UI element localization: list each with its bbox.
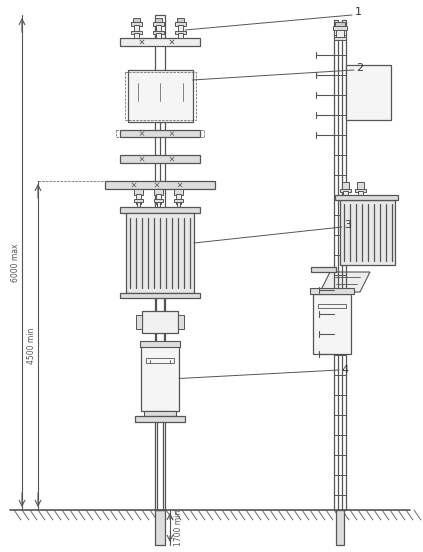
Bar bbox=[175, 31, 186, 34]
Bar bbox=[120, 155, 200, 163]
Bar bbox=[134, 33, 139, 38]
Text: 1: 1 bbox=[354, 7, 362, 17]
Bar bbox=[155, 510, 165, 545]
Bar bbox=[134, 25, 139, 32]
Bar bbox=[342, 20, 346, 510]
Bar bbox=[335, 22, 345, 27]
Text: 4500 min: 4500 min bbox=[27, 327, 36, 364]
Bar bbox=[155, 15, 165, 510]
Bar bbox=[124, 72, 195, 120]
Bar bbox=[142, 311, 178, 333]
Bar bbox=[120, 38, 200, 46]
Bar bbox=[358, 191, 363, 200]
Text: 4: 4 bbox=[341, 365, 349, 375]
Bar bbox=[144, 411, 176, 416]
Bar bbox=[177, 18, 184, 23]
Bar bbox=[131, 22, 142, 26]
Bar bbox=[136, 315, 142, 329]
Text: 2: 2 bbox=[357, 63, 363, 73]
Bar bbox=[334, 37, 346, 40]
Bar bbox=[154, 199, 163, 202]
Text: 3: 3 bbox=[344, 220, 352, 230]
Bar bbox=[120, 207, 200, 213]
Bar bbox=[335, 195, 398, 200]
Bar bbox=[342, 182, 349, 190]
Bar bbox=[127, 70, 192, 122]
Bar bbox=[126, 213, 194, 293]
Bar bbox=[176, 194, 181, 204]
Bar bbox=[340, 200, 395, 265]
Bar bbox=[120, 130, 200, 137]
Text: 6000 max: 6000 max bbox=[11, 243, 19, 282]
Bar bbox=[156, 25, 161, 32]
Text: 1700 min: 1700 min bbox=[173, 509, 182, 545]
Bar bbox=[340, 189, 351, 192]
Bar bbox=[137, 202, 140, 207]
Bar bbox=[154, 189, 163, 195]
Bar bbox=[141, 346, 179, 411]
Bar bbox=[135, 416, 185, 422]
Bar bbox=[155, 18, 162, 23]
Bar bbox=[134, 199, 143, 202]
Bar bbox=[140, 341, 180, 347]
Bar bbox=[156, 194, 161, 204]
Bar bbox=[343, 191, 348, 200]
Bar bbox=[178, 33, 183, 38]
Bar bbox=[174, 189, 183, 195]
Bar bbox=[346, 65, 391, 120]
Bar bbox=[131, 31, 142, 34]
Bar bbox=[153, 22, 164, 26]
Bar bbox=[175, 22, 186, 26]
Bar bbox=[174, 199, 183, 202]
Bar bbox=[336, 510, 344, 545]
Bar bbox=[177, 202, 180, 207]
Bar bbox=[311, 267, 336, 272]
Bar bbox=[133, 18, 140, 23]
Bar bbox=[355, 189, 366, 192]
Bar bbox=[313, 294, 351, 354]
Bar bbox=[357, 182, 364, 190]
Bar bbox=[178, 315, 184, 329]
Bar bbox=[156, 33, 161, 38]
Bar bbox=[146, 358, 174, 363]
Bar bbox=[336, 30, 344, 38]
Bar bbox=[120, 293, 200, 298]
Bar bbox=[318, 304, 346, 308]
Bar bbox=[178, 25, 183, 32]
Bar bbox=[153, 31, 164, 34]
Bar bbox=[310, 288, 354, 294]
Bar bbox=[136, 194, 141, 204]
Bar bbox=[334, 20, 338, 510]
Bar bbox=[333, 26, 347, 30]
Bar bbox=[157, 202, 160, 207]
Polygon shape bbox=[320, 272, 370, 292]
Bar bbox=[116, 130, 204, 137]
Bar bbox=[105, 181, 215, 189]
Bar bbox=[134, 189, 143, 195]
